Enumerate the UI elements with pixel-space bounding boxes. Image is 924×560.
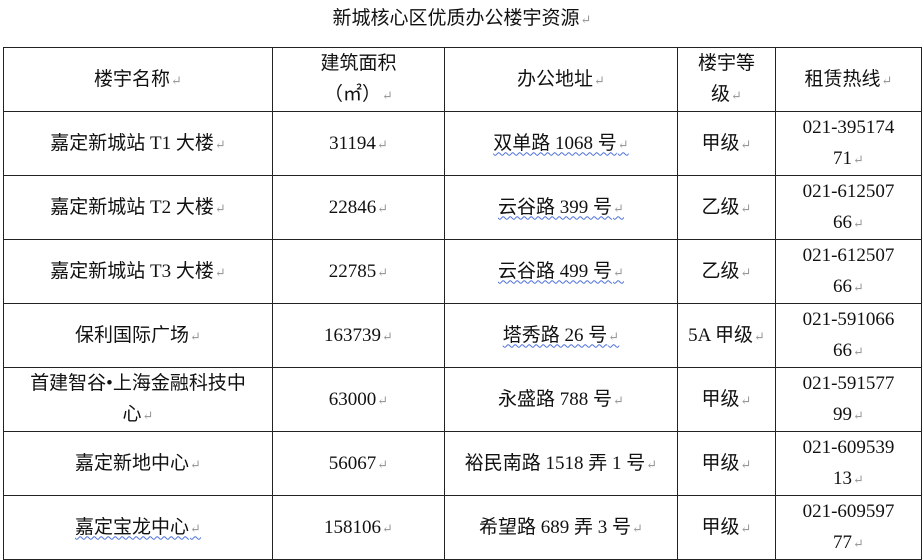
grade-cell: 乙级 <box>677 239 776 304</box>
area-cell-text: 163739 <box>324 325 393 346</box>
building-name-cell: 嘉定宝龙中心 <box>3 495 273 560</box>
grade-cell-text: 乙级 <box>702 261 752 282</box>
hotline-cell-text: 021-60959777 <box>803 501 895 553</box>
table-row: 嘉定宝龙中心 158106 希望路 689 弄 3 号 甲级 021-60959777 <box>3 495 922 560</box>
building-name-cell-text: 嘉定宝龙中心 <box>75 517 201 538</box>
grade-cell-text: 乙级 <box>702 197 752 218</box>
header-cell: 建筑面积（㎡） <box>272 47 445 112</box>
table-row: 嘉定新地中心 56067 裕民南路 1518 弄 1 号 甲级 021-60953913 <box>3 431 922 496</box>
grade-cell: 甲级 <box>677 431 776 496</box>
area-cell-text: 31194 <box>329 133 388 154</box>
address-cell: 云谷路 399 号 <box>444 175 678 240</box>
area-cell-text: 56067 <box>329 453 388 474</box>
building-name-cell-text: 首建智谷•上海金融科技中心 <box>30 373 246 425</box>
address-cell: 双单路 1068 号 <box>444 111 678 176</box>
building-name-cell: 嘉定新城站 T2 大楼 <box>3 175 273 240</box>
area-cell: 31194 <box>272 111 445 176</box>
address-cell-text: 双单路 1068 号 <box>493 133 628 154</box>
office-buildings-table: 楼宇名称 建筑面积（㎡） 办公地址 楼宇等级 租赁热线 嘉定新城站 T1 大楼 3… <box>3 47 922 560</box>
hotline-cell-text: 021-60953913 <box>803 437 895 489</box>
grade-cell-text: 5A 甲级 <box>688 325 765 346</box>
area-cell-text: 158106 <box>324 517 393 538</box>
address-cell: 裕民南路 1518 弄 1 号 <box>444 431 678 496</box>
hotline-cell-text: 021-61250766 <box>803 245 895 297</box>
hotline-cell-text: 021-59157799 <box>803 373 895 425</box>
area-cell-text: 22846 <box>329 197 388 218</box>
building-name-cell-text: 嘉定新城站 T3 大楼 <box>50 261 226 282</box>
table-row: 首建智谷•上海金融科技中心 63000 永盛路 788 号 甲级 021-5915779… <box>3 367 922 432</box>
building-name-cell: 保利国际广场 <box>3 303 273 368</box>
address-cell-text: 云谷路 399 号 <box>498 197 624 218</box>
area-cell: 163739 <box>272 303 445 368</box>
address-cell: 塔秀路 26 号 <box>444 303 678 368</box>
building-name-cell: 嘉定新地中心 <box>3 431 273 496</box>
address-cell-text: 塔秀路 26 号 <box>503 325 619 346</box>
area-cell: 63000 <box>272 367 445 432</box>
hotline-cell: 021-60959777 <box>775 495 922 560</box>
document-title: 新城核心区优质办公楼宇资源 <box>0 6 924 33</box>
building-name-cell: 嘉定新城站 T3 大楼 <box>3 239 273 304</box>
address-cell: 云谷路 499 号 <box>444 239 678 304</box>
header-cell: 楼宇名称 <box>3 47 273 112</box>
address-cell-text: 永盛路 788 号 <box>498 389 624 410</box>
area-cell: 22846 <box>272 175 445 240</box>
hotline-cell-text: 021-59106666 <box>803 309 895 361</box>
area-cell: 158106 <box>272 495 445 560</box>
table-row: 嘉定新城站 T2 大楼 22846 云谷路 399 号 乙级 021-61250766 <box>3 175 922 240</box>
table-row: 保利国际广场 163739 塔秀路 26 号 5A 甲级 021-59106666 <box>3 303 922 368</box>
grade-cell-text: 甲级 <box>702 133 752 154</box>
grade-cell: 5A 甲级 <box>677 303 776 368</box>
building-name-cell-text: 保利国际广场 <box>75 325 201 346</box>
building-name-cell-text: 嘉定新城站 T2 大楼 <box>50 197 226 218</box>
area-cell-text: 63000 <box>329 389 388 410</box>
hotline-cell: 021-61250766 <box>775 175 922 240</box>
table-row: 嘉定新城站 T1 大楼 31194 双单路 1068 号 甲级 021-39517471 <box>3 111 922 176</box>
hotline-cell: 021-59106666 <box>775 303 922 368</box>
table-row: 嘉定新城站 T3 大楼 22785 云谷路 499 号 乙级 021-61250766 <box>3 239 922 304</box>
hotline-cell: 021-39517471 <box>775 111 922 176</box>
hotline-cell: 021-60953913 <box>775 431 922 496</box>
building-name-cell-text: 嘉定新城站 T1 大楼 <box>50 133 226 154</box>
hotline-cell: 021-59157799 <box>775 367 922 432</box>
grade-cell-text: 甲级 <box>702 517 752 538</box>
address-cell-text: 云谷路 499 号 <box>498 261 624 282</box>
hotline-cell: 021-61250766 <box>775 239 922 304</box>
header-cell: 办公地址 <box>444 47 678 112</box>
header-cell: 租赁热线 <box>775 47 922 112</box>
address-cell-text: 裕民南路 1518 弄 1 号 <box>465 453 657 474</box>
building-name-cell: 首建智谷•上海金融科技中心 <box>3 367 273 432</box>
table-header-row: 楼宇名称 建筑面积（㎡） 办公地址 楼宇等级 租赁热线 <box>3 47 922 112</box>
header-cell: 楼宇等级 <box>677 47 776 112</box>
address-cell-text: 希望路 689 弄 3 号 <box>479 517 643 538</box>
grade-cell-text: 甲级 <box>702 453 752 474</box>
grade-cell: 甲级 <box>677 367 776 432</box>
grade-cell-text: 甲级 <box>702 389 752 410</box>
area-cell-text: 22785 <box>329 261 388 282</box>
grade-cell: 乙级 <box>677 175 776 240</box>
address-cell: 永盛路 788 号 <box>444 367 678 432</box>
building-name-cell-text: 嘉定新地中心 <box>75 453 201 474</box>
area-cell: 56067 <box>272 431 445 496</box>
title-text: 新城核心区优质办公楼宇资源 <box>333 8 592 29</box>
building-name-cell: 嘉定新城站 T1 大楼 <box>3 111 273 176</box>
hotline-cell-text: 021-61250766 <box>803 181 895 233</box>
grade-cell: 甲级 <box>677 111 776 176</box>
grade-cell: 甲级 <box>677 495 776 560</box>
area-cell: 22785 <box>272 239 445 304</box>
address-cell: 希望路 689 弄 3 号 <box>444 495 678 560</box>
hotline-cell-text: 021-39517471 <box>803 117 895 169</box>
